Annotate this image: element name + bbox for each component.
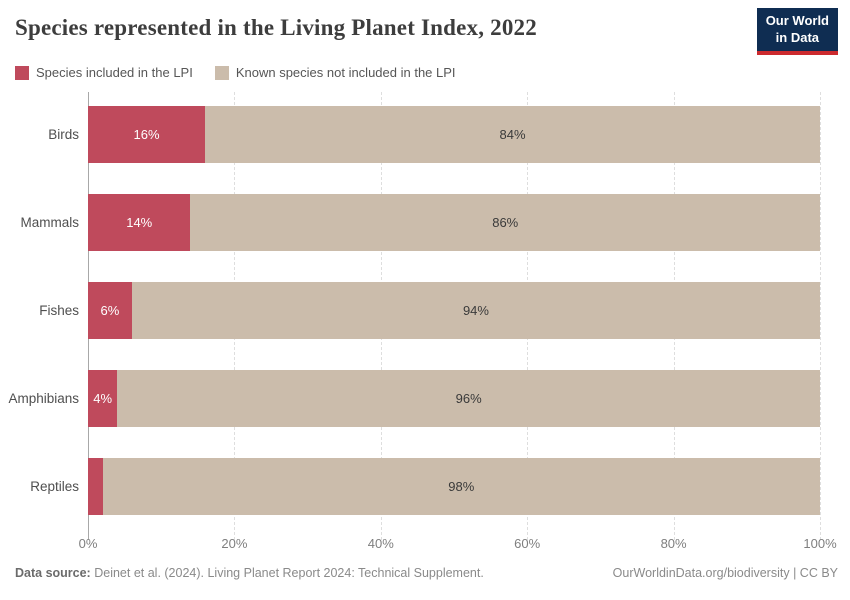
owid-logo: Our World in Data — [756, 8, 838, 55]
bar-segment-included: 4% — [88, 369, 118, 427]
chart-plot-area: 0% 20% 40% 60% 80% 100% Birds 16% 84% Mammals 14% 8… — [8, 90, 837, 551]
legend-item: Species included in the LPI — [15, 65, 193, 80]
category-label: Birds — [48, 126, 79, 142]
bar-segment-not-included: 86% — [190, 193, 820, 251]
bar-value-label: 84% — [499, 126, 526, 142]
bar-value-label: 16% — [133, 126, 160, 142]
legend-swatch-icon — [15, 65, 29, 80]
bar-segment-not-included: 96% — [117, 369, 820, 427]
owid-logo-line1: Our World — [765, 13, 829, 28]
category-label: Reptiles — [30, 478, 79, 494]
bar-value-label: 6% — [100, 302, 120, 318]
legend-swatch-icon — [214, 65, 229, 80]
x-tick-label: 0% — [78, 536, 98, 551]
legend: Species included in the LPI Known species… — [15, 65, 456, 80]
bar-segment-not-included: 94% — [131, 281, 820, 339]
owid-logo-line2: in Data — [775, 29, 820, 45]
bar-row: Mammals 14% 86% — [20, 178, 820, 266]
bar-row: Amphibians 4% 96% — [8, 354, 820, 442]
x-tick-label: 20% — [221, 536, 248, 551]
bar-segment-not-included: 84% — [205, 105, 820, 163]
data-source-text: Deinet et al. (2024). Living Planet Repo… — [94, 566, 484, 580]
stacked-bar: 98% — [88, 457, 820, 515]
x-tick-label: 40% — [367, 536, 394, 551]
category-label: Amphibians — [8, 390, 79, 406]
x-tick-label: 60% — [514, 536, 541, 551]
category-label: Mammals — [20, 214, 79, 230]
attribution: OurWorldinData.org/biodiversity | CC BY — [612, 566, 838, 580]
bar-segment-included: 6% — [88, 281, 132, 339]
bar-segment-included — [88, 457, 103, 515]
page-title: Species represented in the Living Planet… — [15, 15, 537, 40]
gridline — [820, 92, 821, 540]
x-tick-label: 80% — [660, 536, 687, 551]
bar-row: Birds 16% 84% — [48, 90, 820, 178]
x-tick-label: 100% — [803, 536, 837, 551]
stacked-bar: 14% 86% — [88, 193, 820, 251]
bar-value-label: 98% — [448, 478, 475, 494]
bar-value-label: 96% — [455, 390, 482, 406]
footer: Data source: Deinet et al. (2024). Livin… — [15, 566, 838, 580]
bar-value-label: 94% — [462, 302, 489, 318]
data-source-note: Data source: Deinet et al. (2024). Livin… — [15, 566, 484, 580]
legend-item: Known species not included in the LPI — [214, 65, 456, 80]
category-label: Fishes — [39, 302, 79, 318]
stacked-bar: 6% 94% — [88, 281, 820, 339]
bar-row: Reptiles 98% — [30, 442, 820, 530]
data-source-label: Data source: — [15, 566, 91, 580]
bar-value-label: 14% — [126, 214, 153, 230]
bar-row: Fishes 6% 94% — [39, 266, 820, 354]
bar-segment-not-included: 98% — [102, 457, 820, 515]
bar-value-label: 86% — [492, 214, 519, 230]
legend-label: Known species not included in the LPI — [235, 65, 456, 80]
stacked-bar: 16% 84% — [88, 105, 820, 163]
bar-value-label: 4% — [93, 390, 113, 406]
stacked-bar: 4% 96% — [88, 369, 820, 427]
bar-segment-included: 16% — [88, 105, 206, 163]
bar-segment-included: 14% — [88, 193, 191, 251]
legend-label: Species included in the LPI — [36, 65, 193, 80]
